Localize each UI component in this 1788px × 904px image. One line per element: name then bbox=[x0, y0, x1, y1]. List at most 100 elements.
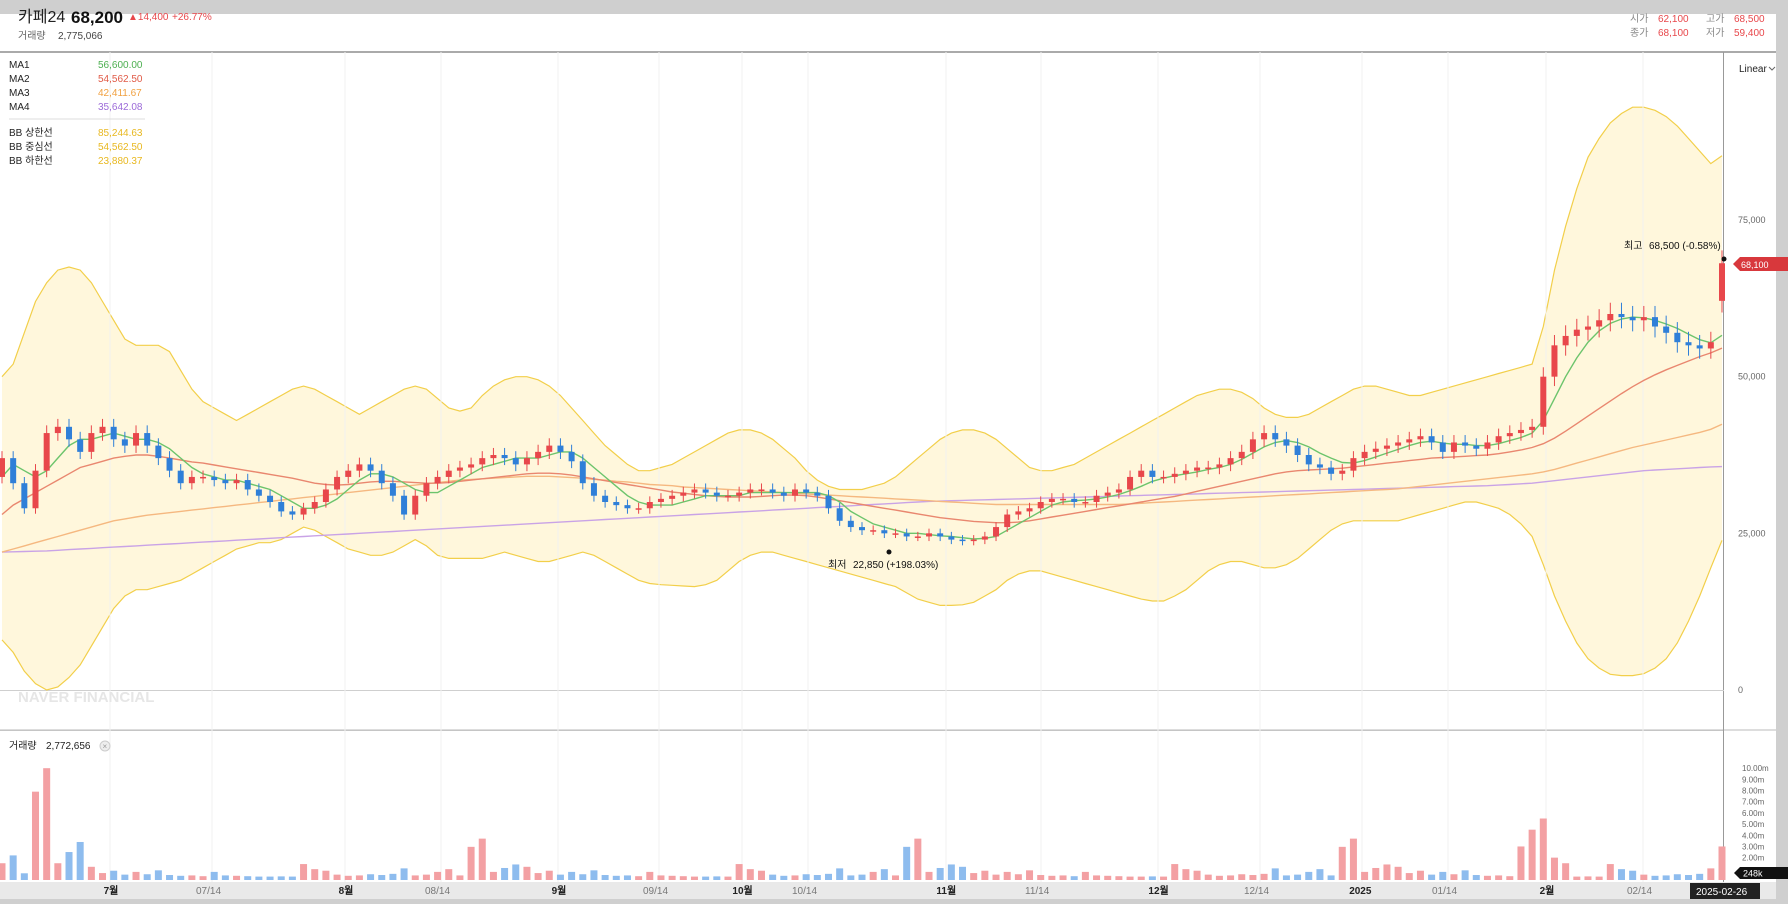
volume-bar bbox=[802, 874, 810, 880]
candle-body bbox=[657, 498, 664, 502]
price-tick-label: 50,000 bbox=[1738, 372, 1766, 382]
high-label: 고가 bbox=[1706, 13, 1724, 25]
volume-bar bbox=[1260, 873, 1268, 880]
candle-body bbox=[311, 502, 318, 509]
volume-bar bbox=[1595, 876, 1603, 880]
bb-lower-label: BB 하한선 bbox=[9, 154, 53, 167]
price-change: ▲14,400 bbox=[128, 12, 169, 23]
volume-bar bbox=[300, 864, 308, 880]
candle-body bbox=[680, 492, 687, 496]
volume-bar bbox=[210, 871, 218, 880]
volume-last-tag: 248k bbox=[1734, 867, 1788, 879]
volume-bar bbox=[1081, 871, 1089, 880]
candle-body bbox=[1551, 345, 1558, 377]
volume-bar bbox=[746, 869, 754, 880]
candle-body bbox=[1506, 433, 1513, 437]
scale-selector[interactable]: Linear bbox=[1739, 64, 1776, 75]
candle-body bbox=[1026, 508, 1033, 512]
volume-bar bbox=[9, 855, 17, 880]
candle-body bbox=[10, 458, 17, 484]
x-axis-bar bbox=[0, 882, 1776, 899]
candle-body bbox=[1707, 342, 1714, 349]
candle-body bbox=[244, 480, 251, 490]
volume-bar bbox=[65, 852, 73, 880]
open-value: 62,100 bbox=[1658, 14, 1689, 25]
volume-bar bbox=[1070, 876, 1078, 880]
volume-panel[interactable] bbox=[0, 731, 1776, 882]
candle-body bbox=[479, 458, 486, 465]
x-tick-label: 9월 bbox=[552, 885, 567, 897]
volume-bar bbox=[188, 875, 196, 880]
chevron-down-icon[interactable] bbox=[1768, 66, 1776, 71]
volume-bar bbox=[1104, 875, 1112, 880]
volume-bar bbox=[1160, 876, 1168, 880]
volume-panel-value: 2,772,656 bbox=[46, 741, 91, 752]
candle-body bbox=[1696, 345, 1703, 349]
candle-body bbox=[1428, 436, 1435, 443]
low-marker bbox=[886, 549, 892, 555]
volume-panel-label: 거래량 bbox=[9, 740, 37, 752]
candle-body bbox=[367, 464, 374, 471]
candle-body bbox=[1216, 464, 1223, 468]
candle-body bbox=[490, 455, 497, 459]
volume-bar bbox=[154, 870, 162, 880]
volume-bar bbox=[501, 867, 509, 880]
candle-body bbox=[1127, 476, 1134, 490]
volume-bar bbox=[355, 875, 363, 880]
volume-bar bbox=[132, 871, 140, 880]
candle-body bbox=[1372, 448, 1379, 452]
volume-axis-ticks: 10.00m 9.00m 8.00m 7.00m 6.00m 5.00m 4.00m 3.00… bbox=[1742, 764, 1769, 862]
volume-bar bbox=[936, 867, 944, 880]
candle-body bbox=[211, 476, 218, 481]
volume-bar bbox=[903, 846, 911, 880]
scale-selector-label[interactable]: Linear bbox=[1739, 64, 1767, 75]
bb-lower-line bbox=[1, 501, 1723, 691]
volume-bar bbox=[1416, 870, 1424, 880]
ma4-label: MA4 bbox=[9, 102, 30, 113]
candle-body bbox=[1082, 502, 1089, 504]
volume-bar bbox=[1517, 846, 1525, 880]
candle-body bbox=[1674, 332, 1681, 343]
volume-bar bbox=[1673, 874, 1681, 880]
candle-body bbox=[1093, 495, 1100, 502]
close-value: 68,100 bbox=[1658, 28, 1689, 39]
ma1-line bbox=[1, 316, 1723, 540]
volume-bars[interactable] bbox=[0, 768, 1726, 880]
volume-bar bbox=[233, 875, 241, 880]
candlestick-series[interactable] bbox=[0, 250, 1725, 546]
high-value: 68,500 bbox=[1734, 14, 1765, 25]
high-annotation-label: 최고 bbox=[1624, 240, 1642, 252]
volume-bar bbox=[1696, 873, 1704, 880]
volume-bar bbox=[959, 866, 967, 880]
volume-bar bbox=[1003, 871, 1011, 880]
watermark: NAVER FINANCIAL bbox=[18, 689, 154, 706]
volume-bar bbox=[1193, 870, 1201, 880]
candle-body bbox=[926, 533, 933, 537]
volume-bar bbox=[1562, 863, 1570, 880]
volume-bar bbox=[1629, 870, 1637, 880]
candle-body bbox=[1640, 317, 1647, 321]
volume-bar bbox=[87, 866, 95, 880]
volume-bar bbox=[277, 876, 285, 880]
candle-body bbox=[959, 539, 966, 542]
volume-bar bbox=[43, 768, 51, 880]
volume-bar bbox=[892, 875, 900, 880]
close-icon[interactable] bbox=[99, 740, 111, 752]
volume-bar bbox=[992, 874, 1000, 880]
candle-body bbox=[1004, 514, 1011, 528]
volume-bar bbox=[1506, 876, 1514, 880]
candle-body bbox=[166, 458, 173, 471]
volume-bar bbox=[400, 868, 408, 880]
close-icon-glyph[interactable]: × bbox=[103, 742, 108, 751]
volume-bar bbox=[1718, 846, 1726, 880]
y-axis-area[interactable] bbox=[1724, 52, 1776, 882]
volume-tick-label: 4.00m bbox=[1742, 831, 1765, 840]
candle-body bbox=[1663, 326, 1670, 333]
candle-body bbox=[1249, 439, 1256, 452]
candle-body bbox=[535, 451, 542, 459]
candle-body bbox=[713, 492, 720, 496]
volume-bar bbox=[1048, 875, 1056, 880]
volume-bar bbox=[635, 876, 643, 880]
